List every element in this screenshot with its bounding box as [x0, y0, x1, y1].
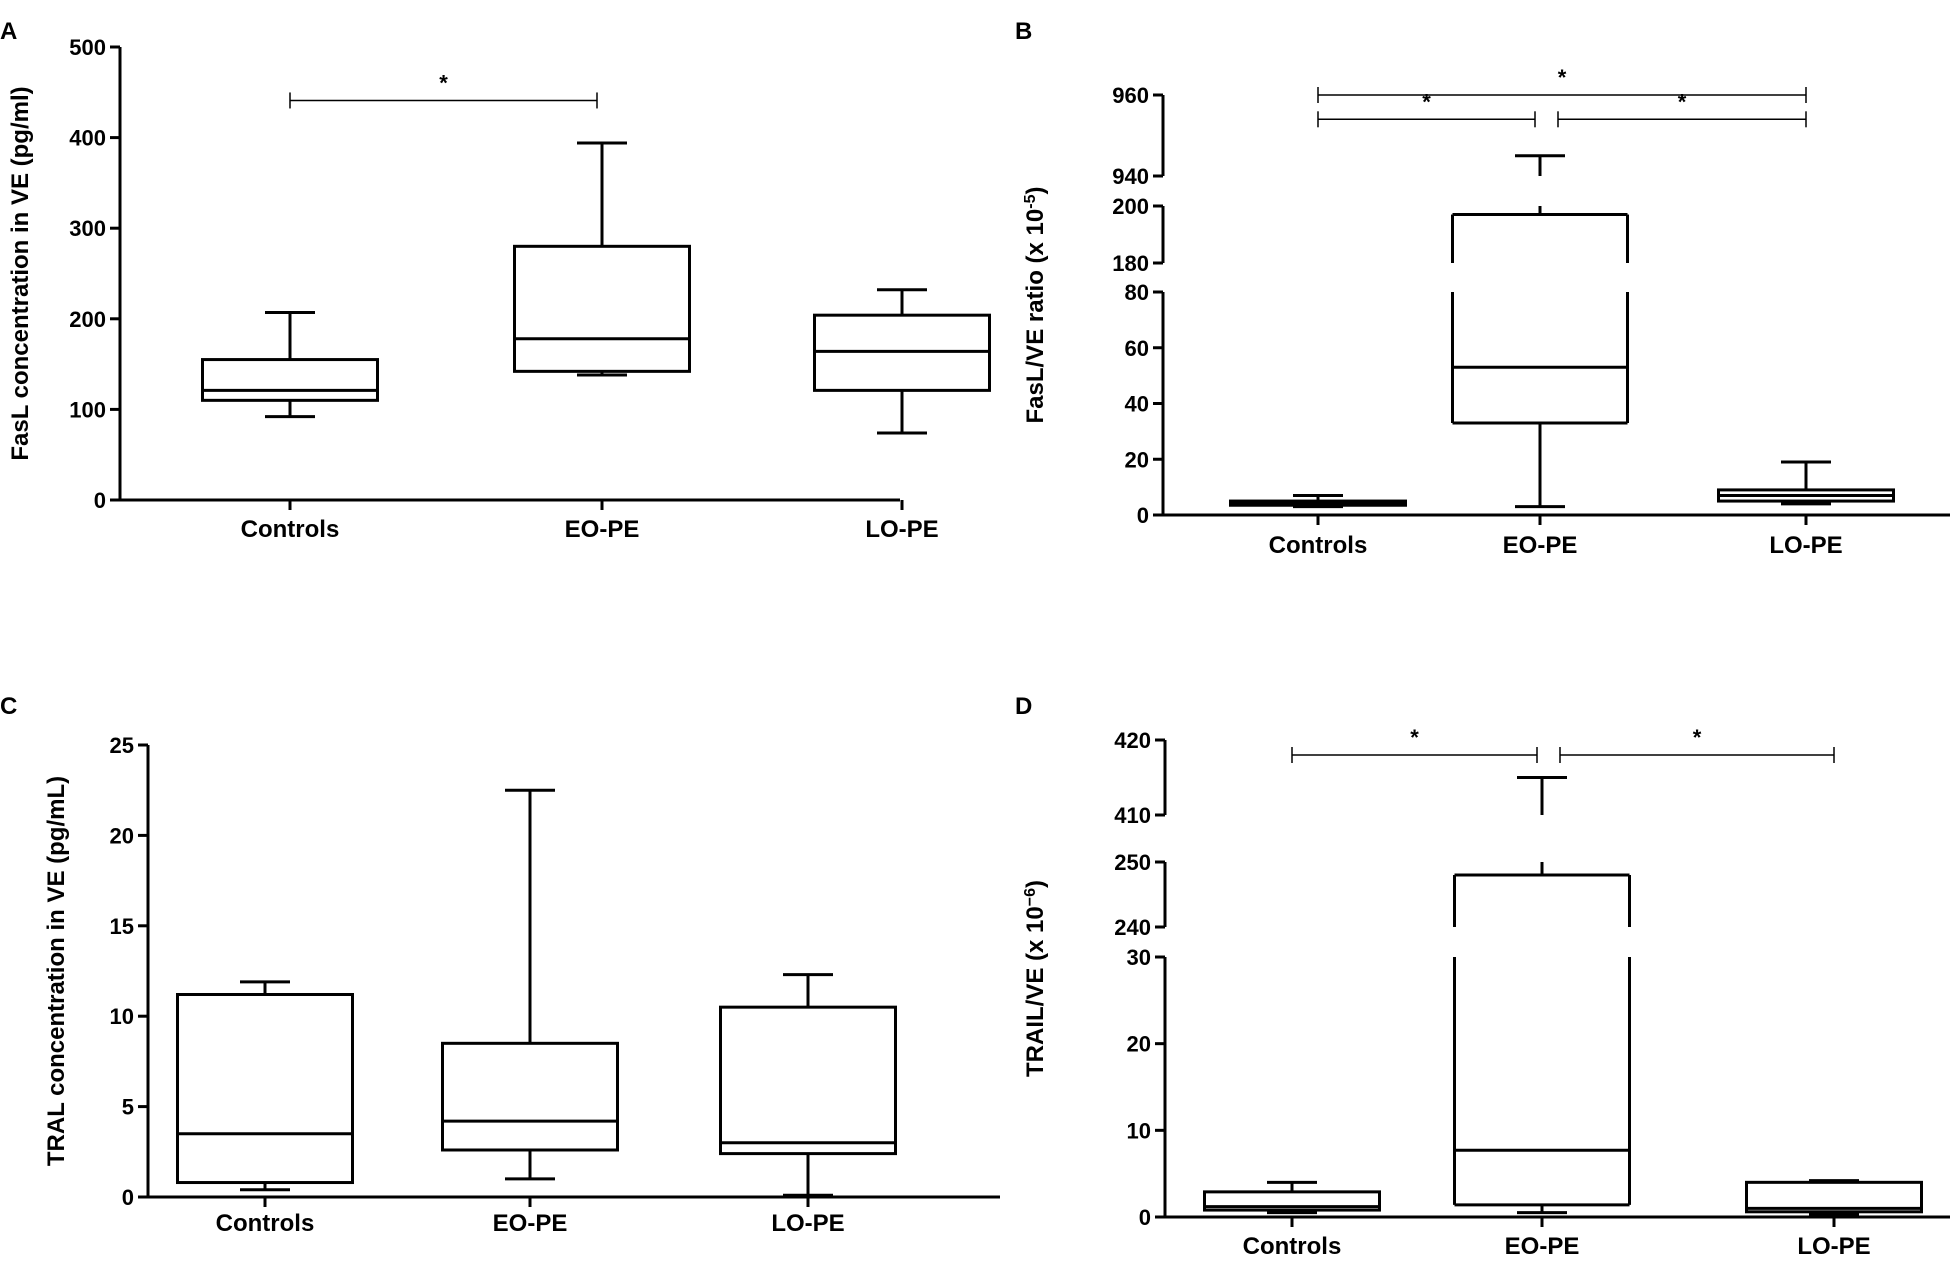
panel-label: C [0, 693, 17, 720]
y-tick-label: 400 [69, 126, 106, 151]
category-label: LO-PE [1797, 1233, 1870, 1260]
panel-c: C 0 5 10 15 20 25 Controls EO-PE LO-PE TRAL concen… [0, 693, 1000, 1237]
box-lo-pe [1745, 1179, 1923, 1216]
y-tick-label: 60 [1125, 336, 1149, 361]
significance-star: * [1410, 725, 1419, 750]
box-body [176, 993, 354, 1185]
category-label: EO-PE [493, 1210, 568, 1237]
y-tick-label: 5 [122, 1095, 134, 1120]
y-axis-label: FasL/VE ratio (x 10-5) [1022, 187, 1050, 424]
box-lo-pe [1717, 460, 1895, 506]
y-tick-label: 180 [1112, 251, 1149, 276]
y-tick-label: 200 [1112, 194, 1149, 219]
box-lo-pe [813, 288, 991, 435]
y-tick-label: 0 [1137, 503, 1149, 528]
y-axis-label: TRAIL/VE (x 10−6) [1022, 880, 1050, 1077]
y-tick-label: 20 [110, 823, 134, 848]
y-axis-label-text: FasL/VE ratio (x 10 [1022, 209, 1049, 424]
box-body [201, 358, 379, 402]
y-tick-label: 25 [110, 733, 134, 758]
y-axis-label-exponent: -5 [1022, 194, 1039, 208]
category-label: Controls [1243, 1233, 1342, 1260]
box-eo-pe [1451, 154, 1629, 509]
panel-d: D 0 10 20 30 240 250 410 420 Controls EO-PE LO-PE TR… [1015, 693, 1950, 1260]
box-eo-pe [441, 788, 619, 1181]
box-controls [201, 310, 379, 419]
significance-bracket: * [1557, 89, 1807, 128]
panel-a: A 0 100 200 300 400 500 Controls EO-PE LO-PE FasL … [0, 18, 991, 543]
significance-star: * [1422, 89, 1431, 114]
y-tick-label: 240 [1114, 915, 1151, 940]
significance-star: * [1693, 725, 1702, 750]
y-tick-label: 40 [1125, 392, 1149, 417]
y-axis-label-text: FasL concentration in VE (pg/ml) [7, 86, 34, 460]
y-axis-label: TRAL concentration in VE (pg/mL) [43, 776, 70, 1166]
panel-label: A [0, 18, 17, 45]
category-label: Controls [241, 516, 340, 543]
category-label: Controls [1269, 532, 1368, 559]
significance-star: * [1558, 65, 1567, 90]
significance-star: * [1678, 89, 1687, 114]
y-tick-label: 200 [69, 307, 106, 332]
y-tick-label: 10 [1127, 1118, 1151, 1143]
panel-label: B [1015, 18, 1032, 45]
category-label: LO-PE [771, 1210, 844, 1237]
category-label: Controls [216, 1210, 315, 1237]
y-tick-label: 10 [110, 1004, 134, 1029]
category-label: LO-PE [865, 516, 938, 543]
significance-bracket: * [1559, 725, 1835, 763]
y-tick-label: 960 [1112, 83, 1149, 108]
y-tick-label: 410 [1114, 803, 1151, 828]
y-tick-label: 0 [94, 488, 106, 513]
category-label: EO-PE [565, 516, 640, 543]
y-tick-label: 250 [1114, 850, 1151, 875]
significance-star: * [439, 70, 448, 95]
significance-bracket: * [289, 70, 598, 109]
y-tick-label: 500 [69, 35, 106, 60]
box-eo-pe [1453, 776, 1631, 1215]
box-controls [1229, 493, 1407, 509]
y-tick-label: 300 [69, 216, 106, 241]
panel-b: B 0 20 40 60 80 180 200 940 960 Controls EO-PE LO-PE… [1015, 18, 1950, 559]
y-axis-label-end: ) [1022, 187, 1049, 195]
y-tick-label: 420 [1114, 728, 1151, 753]
panel-label: D [1015, 693, 1032, 720]
y-tick-label: 20 [1127, 1032, 1151, 1057]
box-body [513, 244, 691, 373]
box-controls [176, 980, 354, 1192]
y-tick-label: 940 [1112, 164, 1149, 189]
y-axis-label-exponent: −6 [1022, 888, 1039, 906]
y-tick-label: 0 [122, 1185, 134, 1210]
box-controls [1203, 1180, 1381, 1215]
y-tick-label: 100 [69, 397, 106, 422]
y-tick-label: 30 [1127, 945, 1151, 970]
significance-bracket: * [1317, 89, 1536, 128]
box-body [719, 1005, 897, 1156]
y-tick-label: 80 [1125, 280, 1149, 305]
y-axis-label-text: TRAIL/VE (x 10 [1022, 906, 1049, 1077]
category-label: EO-PE [1503, 532, 1578, 559]
y-axis-label-end: ) [1022, 880, 1049, 888]
y-axis-label-text: TRAL concentration in VE (pg/mL) [43, 776, 70, 1166]
category-label: EO-PE [1505, 1233, 1580, 1260]
y-tick-label: 0 [1139, 1205, 1151, 1230]
box-body [441, 1041, 619, 1152]
box-lo-pe [719, 973, 897, 1197]
y-axis-label: FasL concentration in VE (pg/ml) [7, 86, 34, 460]
significance-bracket: * [1291, 725, 1538, 763]
category-label: LO-PE [1769, 532, 1842, 559]
significance-bracket: * [1317, 65, 1807, 103]
y-tick-label: 15 [110, 914, 134, 939]
box-eo-pe [513, 141, 691, 377]
y-tick-label: 20 [1125, 447, 1149, 472]
